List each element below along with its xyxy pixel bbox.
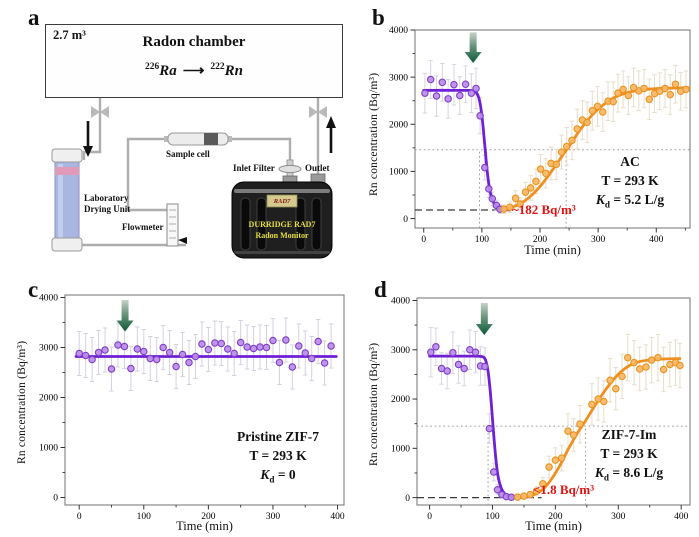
svg-text:200: 200 — [548, 512, 563, 522]
chart-c-xlabel: Time (min) — [176, 519, 233, 533]
chamber-volume-label: 2.7 m³ — [53, 28, 86, 42]
inlet-filter-label: Inlet Filter — [233, 163, 275, 173]
outlet-label: Outlet — [305, 163, 330, 173]
svg-text:1000: 1000 — [389, 168, 408, 178]
svg-text:300: 300 — [591, 235, 606, 245]
chart-b-xlabel: Time (min) — [524, 243, 581, 257]
svg-text:3000: 3000 — [391, 346, 410, 356]
chart-b-sample-annotation: AC T = 293 K Kd = 5.2 L/g — [571, 153, 689, 211]
radon-monitor-illustration — [231, 173, 333, 259]
chart-b-plot: 0 1000 2000 3000 4000 0 100 200 300 400 — [389, 26, 691, 245]
rad7-badge-label: RAD7 — [273, 198, 291, 205]
svg-text:200: 200 — [201, 512, 216, 522]
panel-d: d 0 1000 2000 3000 4000 0 100 200 300 400 Rn conc… — [350, 270, 699, 537]
pipe-flowmeter-to-samplecell — [126, 137, 168, 212]
sample-name: AC — [620, 154, 640, 169]
decay-reaction: 226Ra ⟶ 222Rn — [46, 61, 342, 80]
panel-c: c 0 1000 2000 3000 4000 0 100 200 300 400 Rn conc… — [0, 270, 350, 537]
daughter-mass: 222 — [210, 62, 225, 72]
flow-up-arrow-icon — [326, 116, 336, 153]
panel-label-a: a — [28, 5, 40, 30]
svg-text:0: 0 — [405, 494, 410, 504]
apparatus-diagram — [51, 98, 336, 259]
valve-right-icon — [309, 106, 327, 118]
svg-text:2000: 2000 — [389, 120, 408, 130]
svg-text:400: 400 — [649, 235, 664, 245]
inlet-filter-icon — [278, 159, 302, 179]
chamber-title: Radon chamber — [142, 34, 246, 50]
sample-name: Pristine ZIF-7 — [236, 429, 320, 444]
svg-text:300: 300 — [611, 512, 626, 522]
svg-text:2000: 2000 — [39, 394, 58, 404]
decay-arrow: ⟶ — [182, 63, 205, 79]
panel-label-d: d — [374, 277, 387, 302]
pipe-samplecell-to-filter — [228, 137, 292, 164]
sample-name: ZIF-7-Im — [601, 427, 657, 442]
chart-d-plot: 0 1000 2000 3000 4000 0 100 200 300 400 — [391, 297, 691, 522]
valve-left-icon — [91, 106, 109, 118]
panel-a: a — [0, 0, 350, 270]
radon-chamber-box: 2.7 m³ Radon chamber 226Ra ⟶ 222Rn — [45, 24, 343, 98]
chart-c-ylabel: Rn concentration (Bq/m³) — [16, 340, 28, 464]
svg-text:4000: 4000 — [39, 294, 58, 304]
temperature: T = 293 K — [249, 447, 307, 463]
svg-text:3000: 3000 — [39, 344, 58, 354]
sample-cell-label: Sample cell — [166, 149, 210, 159]
chart-d-min-concentration: <1.8 Bq/m³ — [533, 482, 595, 497]
temperature: T = 293 K — [601, 172, 659, 188]
flow-down-arrow-icon — [83, 121, 93, 157]
svg-text:3000: 3000 — [389, 73, 408, 83]
svg-text:100: 100 — [485, 512, 500, 522]
svg-text:4000: 4000 — [391, 297, 410, 307]
svg-text:2000: 2000 — [391, 395, 410, 405]
panel-b: b 0 1000 2000 3000 4000 0 100 200 300 400 Rn conc… — [350, 0, 699, 270]
svg-text:0: 0 — [403, 215, 408, 225]
svg-text:400: 400 — [674, 512, 689, 522]
panel-label-c: c — [28, 277, 39, 302]
panel-label-b: b — [372, 5, 385, 30]
parent-mass: 226 — [145, 62, 160, 72]
parent-element: Ra — [159, 63, 177, 79]
monitor-name-label: DURRIDGE RAD7 Radon Monitor — [248, 220, 316, 240]
chart-c-sample-annotation: Pristine ZIF-7 T = 293 K Kd = 0 — [214, 428, 342, 486]
svg-text:100: 100 — [475, 235, 490, 245]
pipe-chamber-to-dryer — [82, 98, 102, 160]
svg-text:200: 200 — [533, 235, 548, 245]
svg-text:0: 0 — [77, 512, 82, 522]
svg-text:300: 300 — [266, 512, 281, 522]
flowmeter-label: Flowmeter — [122, 222, 164, 232]
chart-d-sample-annotation: ZIF-7-Im T = 293 K Kd = 8.6 L/g — [573, 426, 685, 484]
chart-d-xlabel: Time (min) — [525, 519, 582, 533]
flowmeter-illustration — [166, 203, 187, 247]
chart-c-plot: 0 1000 2000 3000 4000 0 100 200 300 400 — [39, 294, 345, 522]
chart-b-ylabel: Rn concentration (Bq/m³) — [368, 72, 380, 196]
kd-line: Kd = 5.2 L/g — [595, 191, 665, 210]
kd-line: Kd = 0 — [260, 466, 296, 485]
daughter-element: Rn — [224, 63, 243, 79]
svg-text:100: 100 — [137, 512, 152, 522]
temperature: T = 293 K — [600, 445, 658, 461]
drying-unit-illustration — [51, 148, 83, 252]
svg-text:1000: 1000 — [391, 445, 410, 455]
svg-text:4000: 4000 — [389, 26, 408, 36]
svg-text:0: 0 — [421, 235, 426, 245]
chart-d-ylabel: Rn concentration (Bq/m³) — [368, 342, 380, 466]
svg-text:400: 400 — [330, 512, 345, 522]
drying-unit-label: Laboratory Drying Unit — [84, 193, 131, 214]
svg-text:1000: 1000 — [39, 444, 58, 454]
sample-cell-illustration — [164, 132, 232, 146]
kd-line: Kd = 8.6 L/g — [594, 464, 664, 483]
chart-b-min-concentration: ~182 Bq/m³ — [512, 202, 576, 217]
svg-text:0: 0 — [53, 494, 58, 504]
svg-text:0: 0 — [427, 512, 432, 522]
